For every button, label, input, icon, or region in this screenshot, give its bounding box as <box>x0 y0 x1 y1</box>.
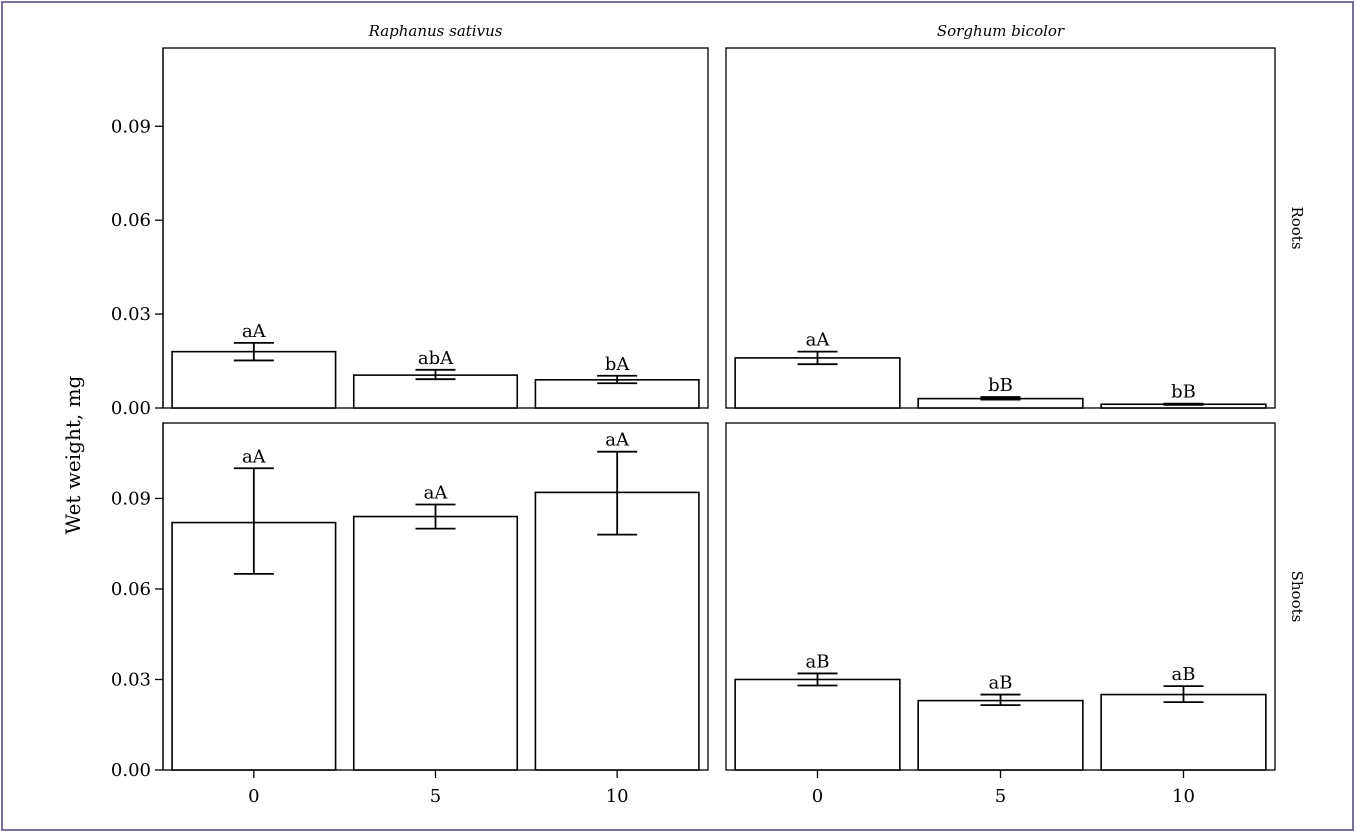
significance-label: bA <box>605 354 631 375</box>
bar <box>352 374 519 409</box>
panels-layer: Raphanus sativus Sorghum bicolor Roots Shoo… <box>111 22 1306 807</box>
column-strip-label: Sorghum bicolor <box>937 22 1065 40</box>
x-tick-label: 5 <box>430 786 441 807</box>
y-tick-label: 0.03 <box>111 304 151 325</box>
y-tick-label: 0.06 <box>111 210 151 231</box>
y-tick-label: 0.03 <box>111 669 151 690</box>
significance-label: aA <box>242 446 267 467</box>
row-strip-label: Shoots <box>1288 571 1306 623</box>
x-tick-label: 10 <box>606 786 629 807</box>
significance-label: abA <box>418 348 454 369</box>
bar <box>534 491 700 771</box>
y-axis-label: Wet weight, mg <box>61 375 85 534</box>
bar <box>734 678 901 771</box>
significance-label: aA <box>242 321 267 342</box>
x-tick-label: 0 <box>812 786 823 807</box>
bar <box>534 379 700 409</box>
bar <box>917 699 1084 771</box>
y-tick-label: 0.09 <box>111 116 151 137</box>
significance-label: aA <box>605 430 630 451</box>
x-tick-label: 5 <box>995 786 1006 807</box>
y-tick-label: 0.00 <box>111 760 151 781</box>
significance-label: aB <box>806 651 830 672</box>
significance-label: aA <box>806 330 831 351</box>
y-tick-label: 0.09 <box>111 488 151 509</box>
significance-label: bB <box>1171 382 1196 403</box>
significance-label: aB <box>1172 664 1196 685</box>
bar <box>1100 693 1267 771</box>
column-strip-label: Raphanus sativus <box>368 22 503 40</box>
y-tick-label: 0.00 <box>111 398 151 419</box>
panel-frame <box>725 47 1276 409</box>
x-tick-label: 0 <box>248 786 259 807</box>
bar <box>352 515 519 771</box>
significance-label: aA <box>424 482 449 503</box>
significance-label: bB <box>988 375 1013 396</box>
row-strip-label: Roots <box>1288 206 1306 249</box>
bar <box>734 357 901 409</box>
significance-label: aB <box>989 673 1013 694</box>
x-tick-label: 10 <box>1172 786 1195 807</box>
y-tick-label: 0.06 <box>111 579 151 600</box>
